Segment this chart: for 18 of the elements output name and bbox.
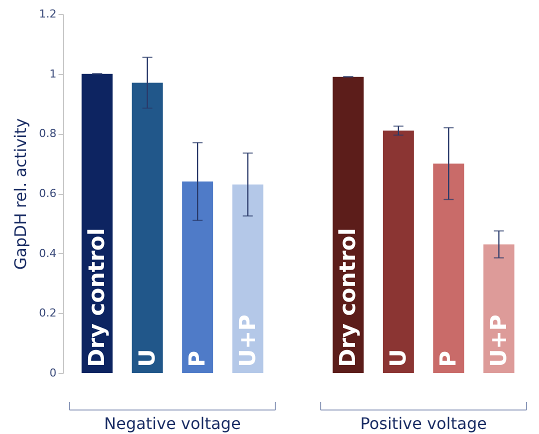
y-tick-label: 0.4: [39, 246, 56, 260]
y-tick-label: 0.6: [39, 187, 56, 200]
y-tick-label: 0.8: [39, 127, 56, 140]
x-tick-label: P: [186, 350, 211, 367]
y-tick-label: 0.2: [39, 306, 56, 320]
x-tick-label: U: [135, 349, 160, 367]
y-tick-label: 1: [50, 67, 56, 80]
x-tick-label: U+P: [486, 314, 512, 367]
y-axis-title: GapDH rel. activity: [11, 118, 30, 270]
x-tick-label: P: [436, 350, 462, 367]
x-tick-label: Dry control: [85, 228, 110, 367]
y-tick-label: 1.2: [39, 8, 56, 20]
x-tick-label: U: [386, 349, 412, 367]
text: Negative voltage: [104, 414, 241, 433]
text: Positive voltage: [360, 414, 487, 433]
x-tick-label: Dry control: [336, 228, 362, 367]
x-tick-label: U+P: [236, 314, 261, 367]
y-tick-label: 0: [50, 366, 56, 380]
